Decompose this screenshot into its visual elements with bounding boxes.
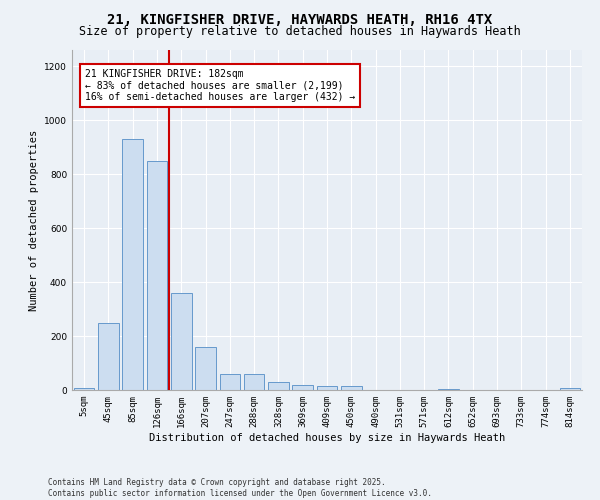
Bar <box>195 348 216 390</box>
Text: Size of property relative to detached houses in Haywards Heath: Size of property relative to detached ho… <box>79 25 521 38</box>
Bar <box>146 161 167 390</box>
Bar <box>171 294 191 390</box>
Bar <box>560 388 580 390</box>
X-axis label: Distribution of detached houses by size in Haywards Heath: Distribution of detached houses by size … <box>149 432 505 442</box>
Bar <box>98 323 119 390</box>
Bar <box>74 388 94 390</box>
Bar <box>122 139 143 390</box>
Bar <box>220 374 240 390</box>
Bar <box>341 386 362 390</box>
Text: Contains HM Land Registry data © Crown copyright and database right 2025.
Contai: Contains HM Land Registry data © Crown c… <box>48 478 432 498</box>
Text: 21, KINGFISHER DRIVE, HAYWARDS HEATH, RH16 4TX: 21, KINGFISHER DRIVE, HAYWARDS HEATH, RH… <box>107 12 493 26</box>
Bar <box>438 388 459 390</box>
Text: 21 KINGFISHER DRIVE: 182sqm
← 83% of detached houses are smaller (2,199)
16% of : 21 KINGFISHER DRIVE: 182sqm ← 83% of det… <box>85 69 355 102</box>
Bar <box>268 382 289 390</box>
Y-axis label: Number of detached properties: Number of detached properties <box>29 130 38 310</box>
Bar <box>292 385 313 390</box>
Bar <box>317 386 337 390</box>
Bar <box>244 374 265 390</box>
